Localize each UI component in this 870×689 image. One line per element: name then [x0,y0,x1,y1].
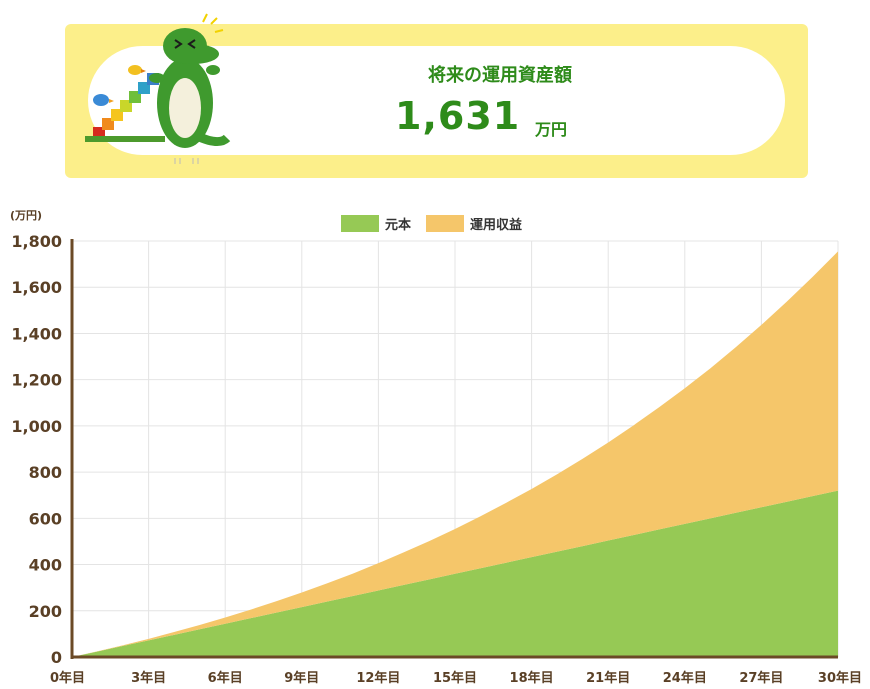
x-tick-label: 12年目 [356,670,400,686]
future-asset-title: 将来の運用資産額 [428,65,572,86]
x-tick-label: 6年目 [208,670,243,686]
chart-axes [70,239,838,659]
chart-areas [72,251,838,657]
x-tick-label: 3年目 [131,670,166,686]
crocodile-mascot-icon [85,13,231,164]
y-tick-label: 800 [29,463,62,482]
y-tick-label: 400 [29,556,62,575]
y-tick-label: 1,400 [11,324,62,343]
legend-label-1: 運用収益 [470,217,522,233]
future-asset-unit: 万円 [535,120,568,139]
y-tick-label: 1,200 [11,371,62,390]
y-tick-label: 1,800 [11,232,62,251]
legend-label-0: 元本 [385,217,411,233]
x-tick-label: 0年目 [50,670,85,686]
x-tick-label: 21年目 [586,670,630,686]
x-tick-label: 18年目 [510,670,554,686]
asset-growth-chart: 0 200 400 600 800 1,000 1,200 1,400 1,600 1,800 0年… [10,209,862,686]
y-unit-label: (万円) [10,209,42,222]
x-tick-label: 24年目 [663,670,707,686]
legend-swatch-0 [341,215,379,232]
x-tick-label: 27年目 [739,670,783,686]
legend-swatch-1 [426,215,464,232]
y-tick-label: 0 [51,648,62,667]
x-tick-label: 15年目 [433,670,477,686]
y-tick-label: 600 [29,509,62,528]
y-tick-label: 1,000 [11,417,62,436]
chart-ticks: 0 200 400 600 800 1,000 1,200 1,400 1,600 1,800 0年… [11,232,862,686]
series-area-1 [72,251,838,657]
x-tick-label: 9年目 [284,670,319,686]
y-tick-label: 1,600 [11,278,62,297]
y-tick-label: 200 [29,602,62,621]
x-tick-label: 30年目 [818,670,862,686]
chart-legend: 元本 運用収益 [341,215,522,233]
future-asset-amount: 1,631 [395,94,521,138]
